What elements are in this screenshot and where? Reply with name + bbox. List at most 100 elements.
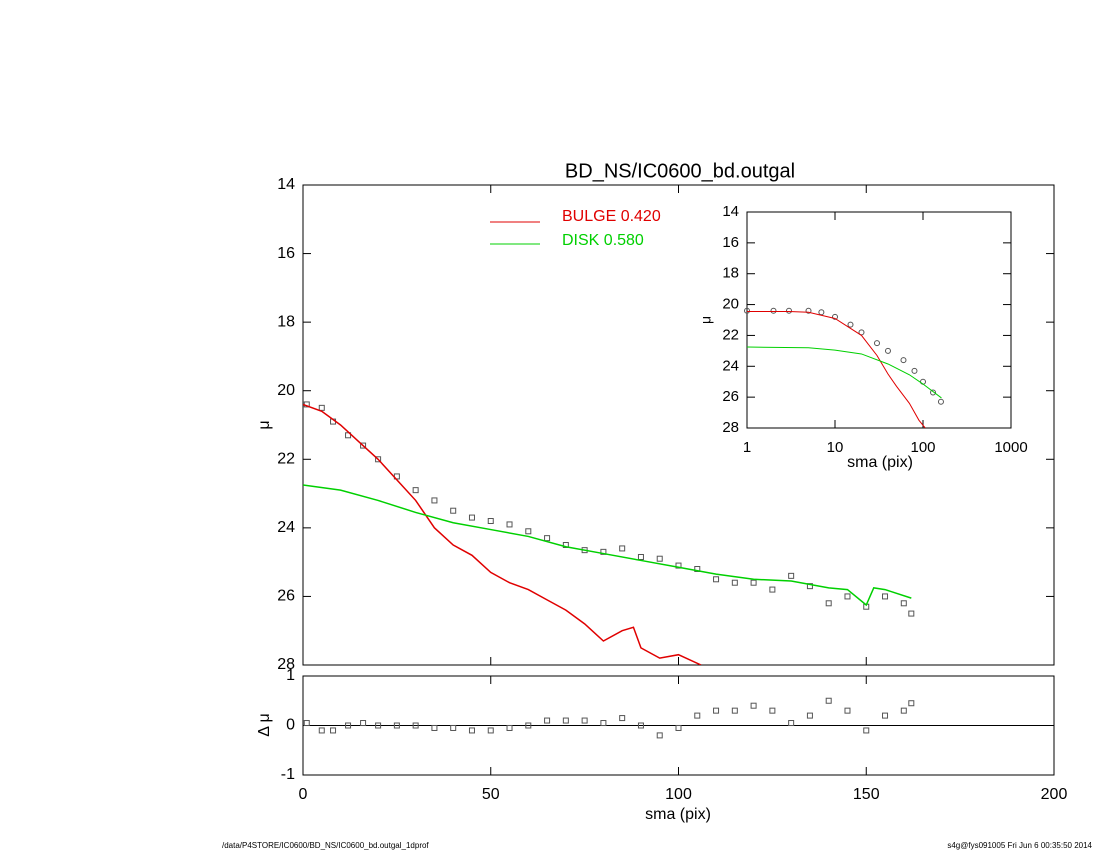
data-point	[818, 309, 825, 316]
plot-frame	[302, 184, 1055, 666]
data-point	[637, 722, 644, 729]
data-point	[600, 720, 607, 727]
data-point	[412, 487, 419, 494]
y-tick-label: 0	[286, 717, 295, 734]
y-tick-label: 24	[722, 357, 739, 374]
legend-label: BULGE 0.420	[562, 208, 661, 225]
data-point	[930, 389, 937, 396]
data-point	[788, 572, 795, 579]
data-point	[832, 313, 838, 320]
data-point	[600, 548, 607, 555]
data-point	[675, 562, 682, 569]
data-point	[506, 521, 513, 528]
model-line	[303, 403, 702, 665]
data-point	[785, 307, 792, 314]
x-tick-label: 100	[665, 786, 692, 803]
data-point	[937, 398, 944, 405]
data-point	[750, 579, 757, 586]
data-point	[744, 307, 750, 314]
y-tick-label: 14	[722, 203, 739, 220]
data-point	[825, 697, 832, 704]
chart-title: BD_NS/IC0600_bd.outgal	[565, 160, 795, 182]
y-tick-label: 22	[277, 451, 295, 468]
footer-right: s4g@fys091005 Fri Jun 6 00:35:50 2014	[947, 841, 1092, 850]
data-point	[525, 528, 532, 535]
data-point	[713, 576, 720, 583]
data-point	[619, 715, 626, 722]
data-point	[908, 610, 915, 617]
data-point	[694, 566, 701, 572]
x-tick-label: 150	[853, 786, 880, 803]
y-tick-label: 20	[722, 296, 739, 313]
data-point	[487, 727, 494, 734]
y-axis-label: μ	[698, 316, 714, 324]
data-point	[884, 347, 891, 354]
data-point	[770, 307, 777, 314]
data-point	[318, 404, 325, 411]
data-point	[806, 583, 813, 590]
model-line	[303, 484, 912, 607]
data-point	[656, 732, 663, 739]
data-point	[506, 724, 513, 731]
y-axis-label: μ	[256, 420, 273, 429]
y-tick-label: -1	[281, 766, 295, 783]
x-tick-label: 1000	[994, 439, 1027, 456]
data-point	[882, 593, 889, 600]
y-tick-label: 1	[286, 667, 295, 684]
y-tick-label: 28	[722, 419, 739, 436]
y-tick-label: 26	[277, 588, 295, 605]
x-tick-label: 50	[482, 786, 500, 803]
data-point	[863, 727, 870, 734]
data-point	[450, 724, 457, 731]
y-tick-label: 26	[722, 388, 739, 405]
data-point	[731, 707, 738, 714]
y-tick-label: 16	[277, 245, 295, 262]
y-tick-label: 18	[277, 313, 295, 330]
x-tick-label: 1	[743, 439, 751, 456]
data-point	[694, 712, 701, 719]
data-point	[900, 600, 907, 607]
data-point	[769, 586, 776, 593]
data-point	[562, 542, 569, 548]
data-point	[360, 720, 367, 727]
data-point	[562, 717, 569, 724]
data-point	[713, 707, 720, 714]
data-point	[468, 514, 475, 521]
data-point	[675, 724, 682, 731]
data-point	[581, 717, 588, 724]
model-line	[747, 311, 926, 428]
data-point	[487, 518, 494, 524]
legend-label: DISK 0.580	[562, 232, 644, 249]
x-tick-label: 200	[1041, 786, 1068, 803]
y-tick-label: 28	[277, 656, 295, 673]
data-point	[656, 555, 663, 562]
data-point	[360, 442, 367, 449]
data-point	[908, 700, 915, 707]
data-point	[731, 579, 738, 586]
data-point	[525, 722, 532, 729]
data-point	[900, 357, 907, 364]
y-tick-label: 16	[722, 234, 739, 251]
data-point	[825, 600, 832, 607]
data-point	[844, 593, 851, 600]
data-point	[393, 722, 400, 729]
data-point	[375, 456, 382, 463]
y-tick-label: 24	[277, 519, 295, 536]
data-point	[544, 535, 551, 542]
x-tick-label: 10	[827, 439, 844, 456]
y-tick-label: 22	[722, 326, 739, 343]
y-tick-label: 18	[722, 265, 739, 282]
data-point	[450, 507, 457, 514]
data-point	[769, 707, 776, 714]
data-point	[468, 727, 475, 734]
data-point	[911, 367, 918, 374]
data-point	[844, 707, 851, 714]
data-point	[750, 702, 757, 709]
model-line	[747, 346, 942, 399]
data-point	[788, 720, 795, 727]
data-point	[619, 545, 626, 552]
data-point	[330, 727, 337, 734]
data-point	[847, 321, 854, 328]
plot-frame	[746, 211, 1012, 429]
